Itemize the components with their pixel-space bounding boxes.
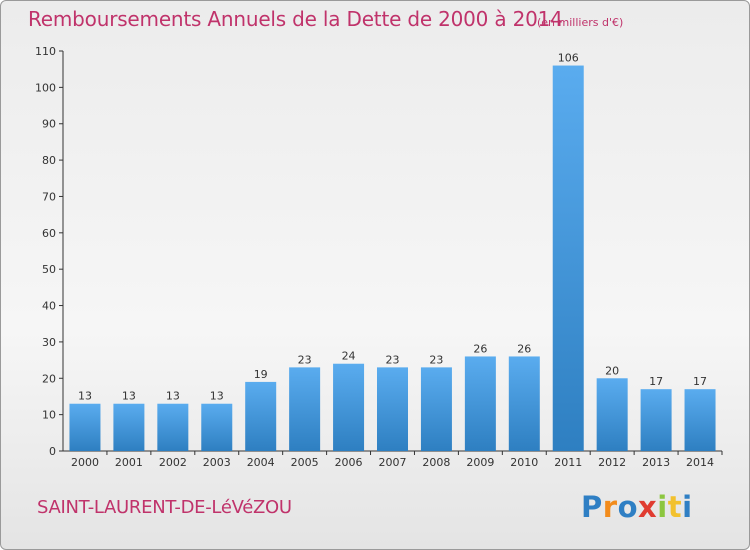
y-tick-label: 80 — [42, 154, 56, 167]
y-tick-label: 90 — [42, 118, 56, 131]
y-tick-label: 50 — [42, 263, 56, 276]
bar — [69, 403, 101, 451]
x-tick-label: 2005 — [291, 456, 319, 469]
bar-value-label: 23 — [386, 353, 400, 366]
x-tick-label: 2010 — [510, 456, 538, 469]
y-tick-label: 30 — [42, 336, 56, 349]
bar-value-label: 13 — [166, 390, 180, 403]
bar — [640, 389, 672, 451]
x-tick-label: 2006 — [335, 456, 363, 469]
bar-value-label: 23 — [298, 353, 312, 366]
bar-value-label: 13 — [78, 390, 92, 403]
bar-value-label: 19 — [254, 368, 268, 381]
bar-value-label: 26 — [473, 342, 487, 355]
y-tick-label: 0 — [49, 445, 56, 458]
y-tick-label: 110 — [35, 45, 56, 58]
bar — [684, 389, 716, 451]
proxiti-logo: Proxiti — [581, 490, 693, 524]
y-tick-label: 10 — [42, 409, 56, 422]
bar — [157, 403, 189, 451]
bar — [420, 367, 452, 451]
x-tick-label: 2000 — [71, 456, 99, 469]
bar — [245, 381, 277, 451]
bar-value-label: 23 — [429, 353, 443, 366]
x-tick-label: 2009 — [466, 456, 494, 469]
y-tick-label: 60 — [42, 227, 56, 240]
bar — [464, 356, 496, 451]
bar-value-label: 17 — [649, 375, 663, 388]
bar — [333, 363, 365, 451]
commune-name: SAINT-LAURENT-DE-LéVéZOU — [37, 497, 292, 518]
x-tick-label: 2014 — [686, 456, 714, 469]
x-tick-label: 2011 — [554, 456, 582, 469]
x-tick-label: 2008 — [422, 456, 450, 469]
x-tick-label: 2013 — [642, 456, 670, 469]
x-tick-label: 2012 — [598, 456, 626, 469]
bar-value-label: 17 — [693, 375, 707, 388]
y-tick-label: 100 — [35, 81, 56, 94]
bar — [596, 378, 628, 451]
y-tick-label: 70 — [42, 190, 56, 203]
chart-title: Remboursements Annuels de la Dette de 20… — [28, 7, 563, 31]
bar — [377, 367, 408, 451]
x-tick-label: 2007 — [379, 456, 407, 469]
x-tick-label: 2004 — [247, 456, 275, 469]
bar-value-label: 20 — [605, 364, 619, 377]
bar — [289, 367, 321, 451]
bar-value-label: 26 — [517, 342, 531, 355]
bar — [508, 356, 540, 451]
y-tick-label: 20 — [42, 372, 56, 385]
y-tick-label: 40 — [42, 300, 56, 313]
bar — [552, 65, 584, 451]
bar — [113, 403, 145, 451]
x-tick-label: 2001 — [115, 456, 143, 469]
svg-text:Proxiti: Proxiti — [581, 490, 693, 524]
bar-value-label: 24 — [342, 350, 356, 363]
bar-value-label: 13 — [122, 390, 136, 403]
units-label: (en milliers d'€) — [537, 16, 624, 29]
bar — [201, 403, 233, 451]
x-tick-label: 2002 — [159, 456, 187, 469]
x-tick-label: 2003 — [203, 456, 231, 469]
bar-value-label: 13 — [210, 390, 224, 403]
bar-value-label: 106 — [558, 52, 579, 65]
